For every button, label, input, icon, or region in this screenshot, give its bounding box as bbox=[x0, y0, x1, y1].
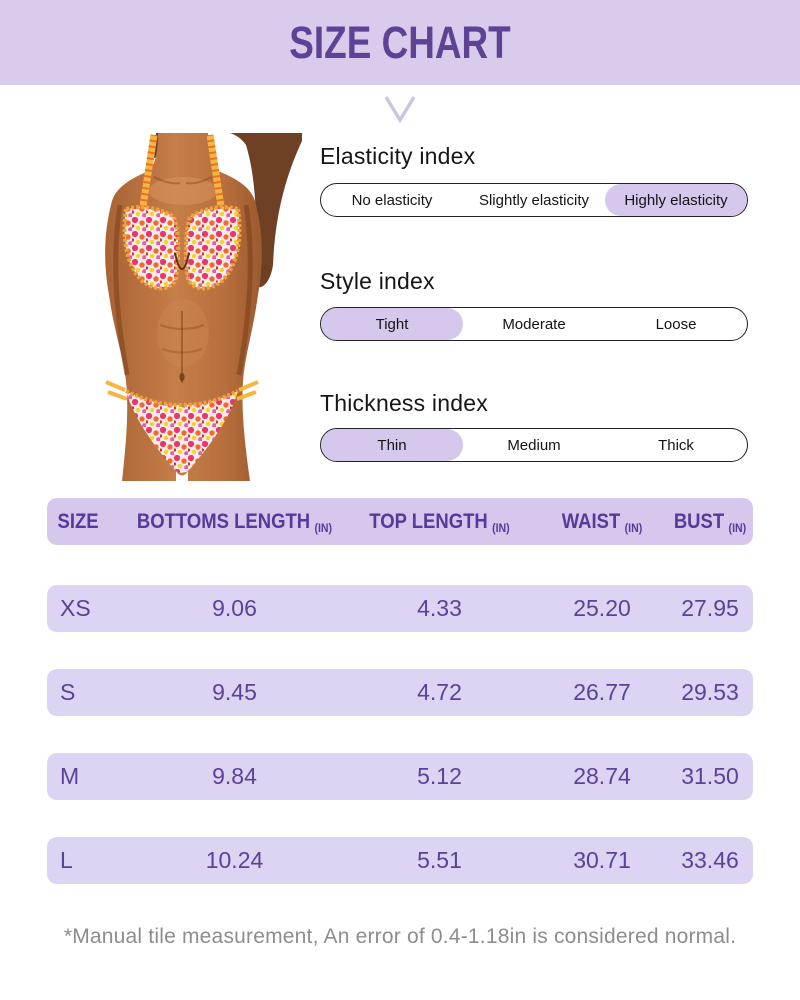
table-cell: 9.06 bbox=[212, 595, 257, 621]
option-no-elasticity[interactable]: No elasticity bbox=[351, 191, 433, 209]
table-cell: 29.53 bbox=[681, 679, 739, 705]
option-loose[interactable]: Loose bbox=[655, 315, 697, 333]
header-bust: BUST (IN) bbox=[673, 509, 747, 535]
style-index-control: Tight Moderate Loose bbox=[320, 307, 748, 341]
unit-label: (IN) bbox=[314, 520, 333, 535]
option-medium[interactable]: Medium bbox=[507, 436, 561, 454]
elasticity-index-control: No elasticity Slightly elasticity Highly… bbox=[320, 183, 748, 217]
table-cell: 30.71 bbox=[573, 847, 631, 873]
elasticity-index-title: Elasticity index bbox=[320, 143, 476, 169]
page-title: SIZE CHART bbox=[289, 16, 511, 68]
unit-label: (IN) bbox=[728, 520, 747, 535]
option-moderate[interactable]: Moderate bbox=[502, 315, 566, 333]
size-table: SIZE BOTTOMS LENGTH (IN) TOP LENGTH (IN)… bbox=[47, 498, 753, 888]
table-cell: XS bbox=[60, 595, 91, 621]
table-cell: 25.20 bbox=[573, 595, 631, 621]
table-header-row: SIZE BOTTOMS LENGTH (IN) TOP LENGTH (IN)… bbox=[47, 498, 753, 545]
header-bottoms-length: BOTTOMS LENGTH (IN) bbox=[136, 509, 333, 535]
header-size: SIZE bbox=[57, 509, 99, 533]
table-cell: S bbox=[60, 679, 76, 705]
option-tight[interactable]: Tight bbox=[321, 308, 463, 340]
table-cell: 4.72 bbox=[417, 679, 462, 705]
table-cell: M bbox=[60, 763, 80, 789]
option-thick[interactable]: Thick bbox=[658, 436, 694, 454]
bikini-model-image bbox=[62, 133, 302, 481]
option-highly-elasticity[interactable]: Highly elasticity bbox=[605, 184, 747, 216]
option-slightly-elasticity[interactable]: Slightly elasticity bbox=[478, 191, 590, 209]
index-panel: Elasticity index No elasticity Slightly … bbox=[320, 143, 748, 493]
table-row-s: S 9.45 4.72 26.77 29.53 bbox=[47, 669, 753, 716]
unit-label: (IN) bbox=[492, 520, 510, 535]
table-cell: 28.74 bbox=[573, 763, 631, 789]
table-cell: 33.46 bbox=[681, 847, 739, 873]
thickness-index-title: Thickness index bbox=[320, 390, 488, 416]
unit-label: (IN) bbox=[624, 520, 643, 535]
table-cell: 4.33 bbox=[417, 595, 462, 621]
table-cell: 5.51 bbox=[417, 847, 462, 873]
table-cell: 5.12 bbox=[417, 763, 462, 789]
header-top-length: TOP LENGTH (IN) bbox=[369, 509, 510, 535]
thickness-index-control: Thin Medium Thick bbox=[320, 428, 748, 462]
table-row-l: L 10.24 5.51 30.71 33.46 bbox=[47, 837, 753, 884]
table-cell: 9.45 bbox=[212, 679, 257, 705]
option-thin[interactable]: Thin bbox=[321, 429, 463, 461]
chevron-down-icon bbox=[0, 94, 800, 124]
size-chart-banner: SIZE CHART bbox=[0, 0, 800, 85]
table-cell: 26.77 bbox=[573, 679, 631, 705]
table-cell: L bbox=[60, 847, 73, 873]
table-row-m: M 9.84 5.12 28.74 31.50 bbox=[47, 753, 753, 800]
table-row-xs: XS 9.06 4.33 25.20 27.95 bbox=[47, 585, 753, 632]
table-cell: 10.24 bbox=[205, 847, 264, 873]
table-cell: 9.84 bbox=[212, 763, 257, 789]
table-cell: 27.95 bbox=[681, 595, 739, 621]
header-waist: WAIST (IN) bbox=[561, 509, 643, 535]
measurement-footnote: *Manual tile measurement, An error of 0.… bbox=[63, 925, 737, 948]
style-index-title: Style index bbox=[320, 268, 435, 294]
table-cell: 31.50 bbox=[681, 763, 739, 789]
